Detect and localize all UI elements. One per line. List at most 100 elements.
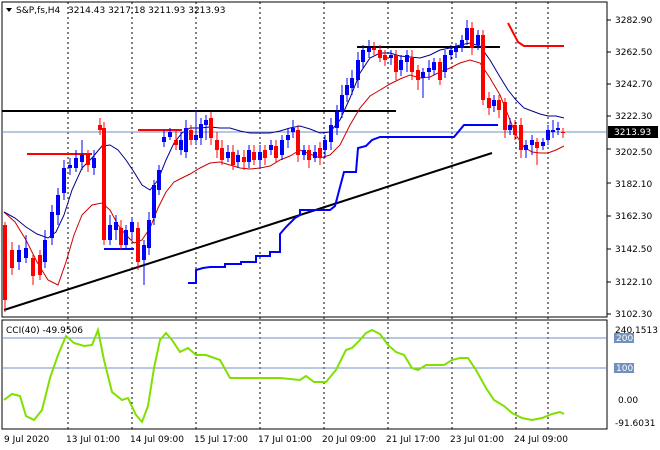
bullish-candle [62,168,66,193]
bullish-candle [427,68,431,72]
bullish-candle [130,222,134,232]
red-stop-segments [27,22,564,155]
cci-axis-label: 100 [616,364,633,374]
bullish-candle [142,245,146,260]
bullish-candle [184,128,188,152]
bullish-candle [399,60,403,70]
bullish-candle [152,185,156,218]
cci-axis-label: -91.6031 [615,419,655,429]
time-tick: 20 Jul 09:00 [322,435,376,445]
bearish-candle [519,125,523,150]
bearish-candle [561,132,565,133]
cci-axis-label: 200 [616,334,633,344]
cci-panel-border [1,319,608,430]
time-tick: 17 Jul 01:00 [258,435,312,445]
bearish-candle [410,58,414,72]
resistance-lines[interactable] [2,46,500,112]
bearish-candle [307,150,311,160]
bullish-candle [17,250,21,262]
bullish-candle [432,62,436,70]
bearish-candle [497,100,501,110]
price-panel-border [1,1,608,318]
bullish-candle [199,124,203,138]
bearish-candle [136,228,140,262]
time-tick: 23 Jul 01:00 [450,435,504,445]
bullish-candle [56,195,60,215]
symbol-label: S&P,fs,H4 [16,6,61,16]
bearish-candle [416,70,420,80]
bearish-candle [98,125,102,130]
moving-average-fast [3,59,565,286]
bullish-candle [286,135,290,140]
candlestick-series [3,20,565,312]
bullish-candle [356,60,360,80]
time-tick: 13 Jul 01:00 [66,435,120,445]
bullish-candle [236,155,240,162]
bullish-candle [92,158,96,168]
time-tick: 21 Jul 17:00 [386,435,440,445]
price-tick: 3142.50 [615,245,652,255]
bullish-candle [74,158,78,168]
bearish-candle [102,128,106,240]
bullish-candle [454,48,458,52]
bearish-candle [215,140,219,150]
bullish-candle [323,140,327,150]
bullish-candle [313,152,317,158]
bullish-candle [546,130,550,140]
current-price-badge [608,126,658,138]
time-tick: 9 Jul 2020 [4,435,49,445]
bullish-candle [350,78,354,88]
bullish-candle [530,140,534,145]
bullish-candle [80,155,84,162]
bullish-candle [179,140,183,150]
trailing-stop-line [188,124,498,284]
bullish-candle [302,150,306,155]
time-gridlines [67,2,549,429]
price-tick: 3242.70 [615,80,652,90]
collapse-icon[interactable] [6,8,12,12]
bullish-candle [492,100,496,106]
bearish-candle [242,157,246,162]
cci-title: CCI(40) -49.9506 [6,326,83,336]
current-price-label: 3213.93 [614,128,651,138]
bullish-candle [345,85,349,95]
bullish-candle [443,55,447,72]
price-tick: 3102.30 [615,310,652,320]
bearish-candle [318,148,322,158]
bullish-candle [291,128,295,132]
bearish-candle [296,130,300,155]
bearish-candle [38,255,42,275]
bearish-candle [274,146,278,158]
bullish-candle [389,55,393,58]
bullish-candle [460,40,464,48]
ohlc-label: 3214.43 3217.18 3211.93 3213.93 [68,6,225,16]
bullish-candle [280,140,284,155]
bullish-candle [335,112,339,128]
bearish-candle [220,148,224,160]
bullish-candle [247,150,251,162]
bullish-candle [269,145,273,150]
trendline-upper[interactable] [299,152,493,216]
time-tick: 24 Jul 09:00 [514,435,568,445]
bullish-candle [361,50,365,62]
price-tick: 3222.30 [615,112,652,122]
bearish-candle [119,228,123,245]
bearish-candle [209,118,213,138]
bullish-candle [108,225,112,240]
price-tick: 3182.10 [615,180,652,190]
price-tick: 3282.90 [615,16,652,26]
bullish-candle [258,152,262,160]
bearish-candle [438,62,442,80]
bearish-candle [481,35,485,100]
cci-level-200-badge [614,333,634,343]
price-axis: 3282.90 3262.50 3242.70 3222.30 3202.50 … [607,16,652,320]
bearish-candle [513,125,517,135]
trendline-lower[interactable] [3,214,301,311]
bearish-candle [383,55,387,60]
bullish-candle [226,152,230,158]
bullish-candle [194,135,198,140]
bullish-candle [162,137,166,142]
cci-axis-label: 240.1513 [615,326,658,336]
bullish-candle [147,220,151,248]
bearish-candle [3,225,7,300]
